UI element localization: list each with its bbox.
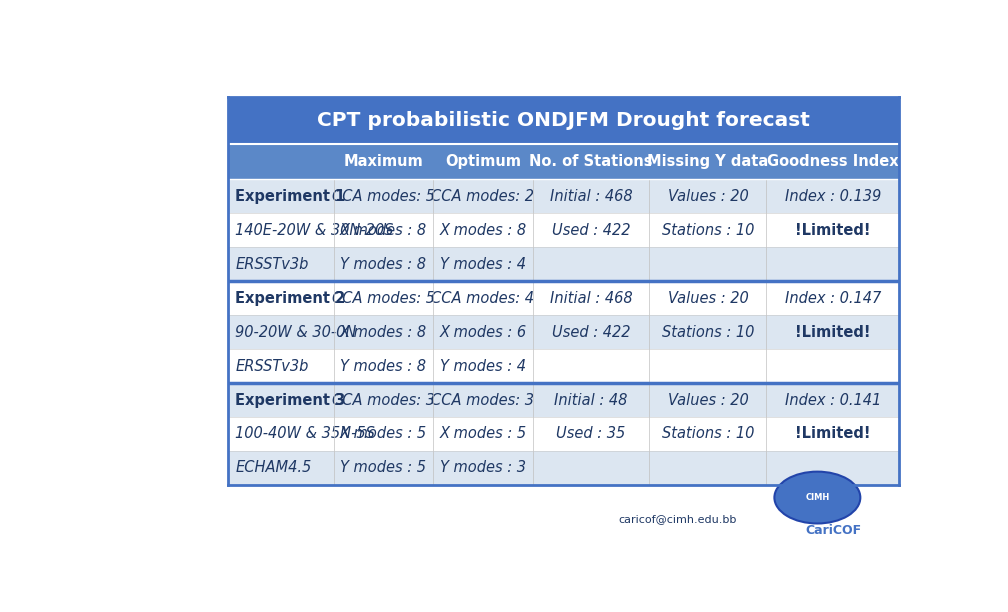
Text: Experiment 2: Experiment 2 [236,291,346,306]
Text: Values : 20: Values : 20 [667,189,748,204]
Text: Experiment 3: Experiment 3 [236,392,346,408]
Text: ECHAM4.5: ECHAM4.5 [236,460,311,476]
Bar [228,417,899,451]
Text: !Limited!: !Limited! [795,223,871,238]
Text: Used : 422: Used : 422 [551,223,630,238]
Bar [228,144,899,179]
Text: Maximum: Maximum [344,154,423,170]
Text: Stations : 10: Stations : 10 [661,223,754,238]
Text: Initial : 468: Initial : 468 [549,291,632,306]
Bar [228,451,899,485]
Text: Y modes : 8: Y modes : 8 [341,257,426,272]
Bar [228,349,899,383]
Text: 90-20W & 30-0N: 90-20W & 30-0N [236,324,357,340]
Text: CCA modes: 4: CCA modes: 4 [431,291,534,306]
Text: 140E-20W & 30N-20S: 140E-20W & 30N-20S [236,223,394,238]
Text: X modes : 8: X modes : 8 [340,324,427,340]
Text: Initial : 468: Initial : 468 [549,189,632,204]
Text: 100-40W & 35N-5S: 100-40W & 35N-5S [236,427,375,441]
Text: CIMH: CIMH [805,493,830,502]
Text: CCA modes: 2: CCA modes: 2 [431,189,534,204]
Text: caricof@cimh.edu.bb: caricof@cimh.edu.bb [618,513,737,524]
Bar [228,282,899,315]
Text: X modes : 5: X modes : 5 [439,427,526,441]
Bar [228,247,899,282]
Bar [228,97,899,144]
Text: Y modes : 4: Y modes : 4 [439,257,526,272]
Text: Y modes : 5: Y modes : 5 [341,460,426,476]
Text: Initial : 48: Initial : 48 [554,392,628,408]
Bar [228,179,899,214]
Text: Values : 20: Values : 20 [667,291,748,306]
Text: Y modes : 3: Y modes : 3 [439,460,526,476]
Text: CCA modes: 3: CCA modes: 3 [332,392,434,408]
Text: CCA modes: 5: CCA modes: 5 [332,189,434,204]
Text: CariCOF: CariCOF [805,524,861,537]
Text: X modes : 8: X modes : 8 [340,223,427,238]
Text: X modes : 8: X modes : 8 [439,223,526,238]
Text: Index : 0.141: Index : 0.141 [785,392,881,408]
Text: CPT probabilistic ONDJFM Drought forecast: CPT probabilistic ONDJFM Drought forecas… [318,111,809,130]
Text: CCA modes: 3: CCA modes: 3 [431,392,534,408]
Text: Index : 0.147: Index : 0.147 [785,291,881,306]
Text: Used : 422: Used : 422 [551,324,630,340]
Text: Y modes : 8: Y modes : 8 [341,359,426,373]
Text: No. of Stations: No. of Stations [529,154,653,170]
Text: ERSSTv3b: ERSSTv3b [236,359,308,373]
Text: Used : 35: Used : 35 [556,427,626,441]
Text: X modes : 5: X modes : 5 [340,427,427,441]
Circle shape [774,472,861,523]
Text: X modes : 6: X modes : 6 [439,324,526,340]
Text: Goodness Index: Goodness Index [767,154,899,170]
Text: ERSSTv3b: ERSSTv3b [236,257,308,272]
Text: Optimum: Optimum [445,154,521,170]
Text: !Limited!: !Limited! [795,324,871,340]
Bar [228,315,899,349]
Text: Missing Y data: Missing Y data [647,154,768,170]
Text: Stations : 10: Stations : 10 [661,324,754,340]
Text: Index : 0.139: Index : 0.139 [785,189,881,204]
Text: !Limited!: !Limited! [795,427,871,441]
Bar [228,214,899,247]
Text: CCA modes: 5: CCA modes: 5 [332,291,434,306]
Text: Stations : 10: Stations : 10 [661,427,754,441]
Text: Y modes : 4: Y modes : 4 [439,359,526,373]
Text: Values : 20: Values : 20 [667,392,748,408]
Text: Experiment 1: Experiment 1 [236,189,346,204]
Bar [228,383,899,417]
